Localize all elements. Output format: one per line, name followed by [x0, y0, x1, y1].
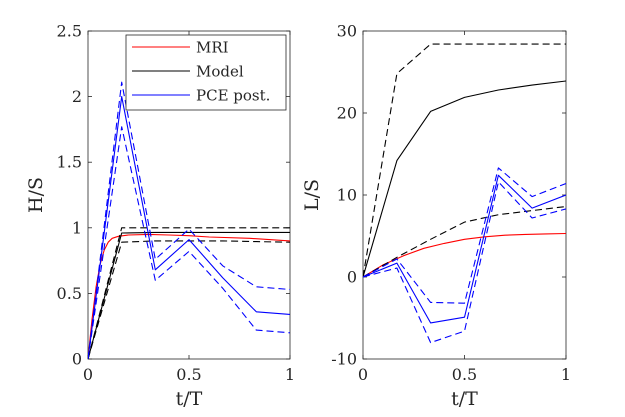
x-tick-label: 0 [83, 365, 93, 384]
x-tick-label: 0 [358, 365, 368, 384]
bound-dashed-line [363, 43, 566, 278]
bound-dashed-line [88, 240, 290, 359]
bound-dashed-line [363, 181, 566, 344]
y-axis-label: H/S [25, 177, 47, 213]
y-tick-label: 1.5 [57, 153, 82, 172]
legend-label: MRI [196, 39, 229, 57]
bound-dashed-line [363, 205, 566, 278]
x-axis-label: t/T [451, 388, 478, 410]
x-axis-label: t/T [176, 388, 203, 410]
bound-dashed-line [88, 81, 290, 359]
y-tick-label: 10 [337, 186, 357, 205]
pce-post-line [88, 96, 290, 359]
x-tick-label: 0.5 [452, 365, 477, 384]
y-tick-label: 1 [72, 218, 82, 237]
x-tick-label: 1 [561, 365, 571, 384]
left-chart-panel: 0 0.5 1 0 0.5 1 1.5 2 2.5 t/T H/S MRI Model PCE post. [25, 22, 295, 411]
y-tick-label: 20 [337, 104, 357, 123]
legend: MRI Model PCE post. [125, 34, 287, 111]
x-tick-label: 1 [285, 365, 295, 384]
y-axis-label: L/S [301, 179, 323, 211]
bound-dashed-line [363, 167, 566, 304]
series-group [88, 81, 290, 359]
x-tick-label: 0.5 [176, 365, 201, 384]
y-tick-label: 0.5 [57, 284, 82, 303]
series-group [363, 43, 566, 344]
y-tick-label: 0 [347, 268, 357, 287]
y-tick-label: 0 [72, 350, 82, 369]
bound-dashed-line [88, 126, 290, 359]
pce-post-line [363, 174, 566, 324]
bound-dashed-line [88, 227, 290, 359]
y-tick-label: 2 [72, 87, 82, 106]
y-tick-label: 30 [337, 22, 357, 41]
legend-label: Model [196, 63, 244, 81]
y-tick-label: 2.5 [57, 22, 82, 41]
model-line [88, 231, 290, 359]
legend-label: PCE post. [196, 87, 270, 105]
model-line [363, 80, 566, 278]
y-tick-label: -10 [331, 350, 357, 369]
